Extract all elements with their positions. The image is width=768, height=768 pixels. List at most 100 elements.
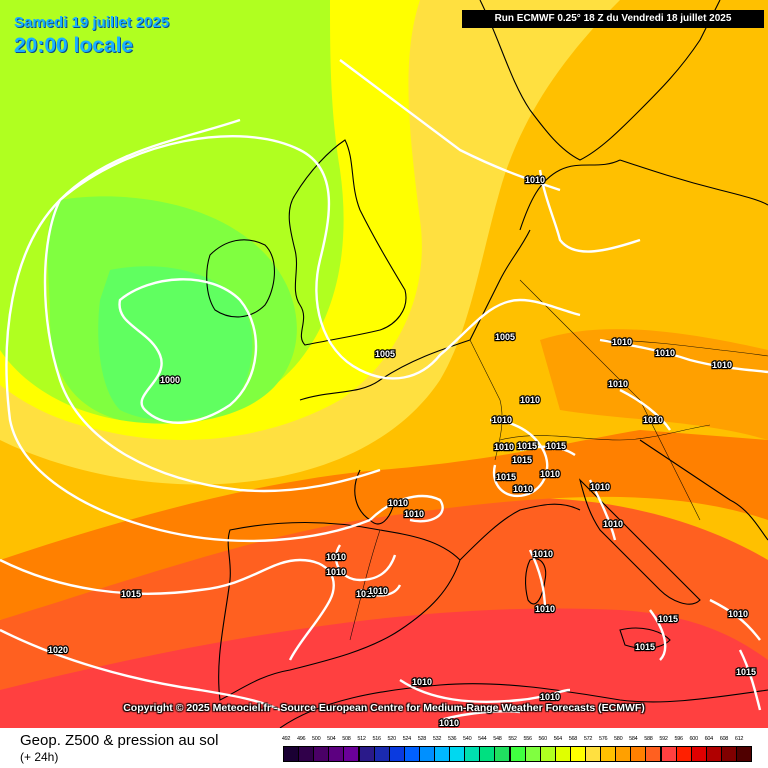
isobar-label: 1015 [512, 455, 532, 465]
legend-swatch [358, 746, 375, 762]
legend-swatch [705, 746, 722, 762]
isobar-label: 1015 [635, 642, 655, 652]
legend-swatch [554, 746, 571, 762]
legend-swatch [298, 746, 315, 762]
run-info: Run ECMWF 0.25° 18 Z du Vendredi 18 juil… [462, 10, 764, 28]
coast-scandinavia [479, 0, 721, 161]
legend-swatch [313, 746, 330, 762]
isobar-label: 1010 [603, 519, 623, 529]
legend-tick-label: 564 [553, 736, 563, 742]
legend-tick-label: 524 [402, 736, 412, 742]
legend-swatch [675, 746, 692, 762]
legend-swatch [373, 746, 390, 762]
legend-swatch [736, 746, 753, 762]
legend-swatch [494, 746, 511, 762]
field-deep-orange [0, 430, 768, 620]
copyright-notice: Copyright © 2025 Meteociel.fr - Source E… [123, 702, 645, 714]
legend-tick-label: 576 [598, 736, 608, 742]
legend-swatch [569, 746, 586, 762]
legend-swatch [539, 746, 556, 762]
isobar-1020 [0, 628, 281, 712]
legend-swatch [403, 746, 420, 762]
isobar-1015-sicily [649, 609, 667, 661]
legend-tick-label: 500 [312, 736, 321, 742]
legend-tick-label: 560 [538, 736, 548, 742]
legend-tick-label: 592 [659, 736, 668, 742]
legend-tick-label: 492 [281, 736, 291, 742]
isobar-label: 1005 [495, 332, 515, 342]
legend-swatch [464, 746, 481, 762]
isobar-1005-north [59, 135, 581, 380]
field-red-deep [0, 608, 768, 728]
legend-swatch [388, 746, 405, 762]
coast-gulf-lion [459, 503, 581, 561]
map-canvas: 1000 1005 1005 1010 1010 1010 1010 1010 … [0, 0, 768, 728]
legend-tick-label: 540 [463, 736, 472, 742]
forecast-date: Samedi 19 juillet 2025 [14, 14, 170, 31]
isobar-label: 1010 [525, 175, 545, 185]
isobar-label: 1010 [540, 692, 560, 702]
isobar-1010-africa2 [439, 710, 521, 722]
isobar-1010-north [339, 59, 561, 192]
coast-ireland [206, 239, 276, 318]
border-germany [519, 279, 641, 401]
legend-swatch [509, 746, 526, 762]
legend-swatch [479, 746, 496, 762]
border-poland [599, 339, 768, 357]
legend-swatch [418, 746, 435, 762]
legend-tick-label: 528 [417, 736, 427, 742]
legend-tick-label: 552 [508, 736, 517, 742]
isobar-1010-east [599, 338, 768, 374]
coast-france-north [299, 229, 531, 401]
isobar-lines [0, 59, 768, 722]
coast-sicily [619, 627, 671, 649]
color-legend: 492 496 500 504 508 512 516 520 524 528 532 536 540 5… [281, 736, 753, 764]
isobar-1010-sardinia [528, 549, 547, 611]
isobar-label: 1010 [612, 337, 632, 347]
legend-tick-label: 572 [583, 736, 593, 742]
legend-swatch [283, 746, 300, 762]
map-title: Geop. Z500 & pression au sol [20, 732, 219, 749]
legend-tick-label: 596 [674, 736, 683, 742]
legend-tick-label: 520 [387, 736, 397, 742]
coast-baltic [619, 159, 768, 206]
isobar-label: 1010 [520, 395, 540, 405]
coast-balkans [639, 439, 768, 541]
isobar-1015-alps [519, 445, 576, 457]
map-subtitle: (+ 24h) [20, 750, 59, 764]
legend-tick-label: 548 [493, 736, 502, 742]
isobar-1005-south [43, 199, 381, 493]
field-green-core [98, 266, 253, 421]
isobar-label: 1010 [643, 415, 663, 425]
legend-tick-label: 496 [296, 736, 306, 742]
legend-tick-label: 516 [372, 736, 381, 742]
legend-swatch [524, 746, 541, 762]
border-austria-balkans [639, 399, 701, 521]
isobar-label: 1010 [655, 348, 675, 358]
isobar-label: 1010 [326, 567, 346, 577]
isobar-1010-scand [538, 169, 641, 253]
isobar-label: 1010 [728, 609, 748, 619]
legend-tick-label: 608 [719, 736, 729, 742]
isobar-label: 1015 [546, 441, 566, 451]
legend-swatch [434, 746, 451, 762]
isobar-label: 1015 [736, 667, 756, 677]
isobar-label: 1010 [404, 509, 424, 519]
isobar-label: 1010 [712, 360, 732, 370]
legend-tick-label: 556 [523, 736, 532, 742]
legend-swatch [600, 746, 617, 762]
coast-italy [578, 478, 701, 605]
border-france-east [469, 339, 503, 461]
legend-swatch [645, 746, 662, 762]
border-spain-portugal [349, 529, 381, 641]
isobar-label: 1010 [388, 498, 408, 508]
isobar-label: 1000 [160, 375, 180, 385]
isobar-label: 1010 [540, 469, 560, 479]
isobar-1010-spain [334, 544, 397, 582]
isobar-label: 1010 [412, 677, 432, 687]
legend-tick-label: 568 [568, 736, 578, 742]
isobar-1010-alps [489, 418, 549, 498]
legend-tick-label: 580 [614, 736, 623, 742]
isobar-label: 1015 [121, 589, 141, 599]
coast-sardinia [525, 558, 547, 605]
